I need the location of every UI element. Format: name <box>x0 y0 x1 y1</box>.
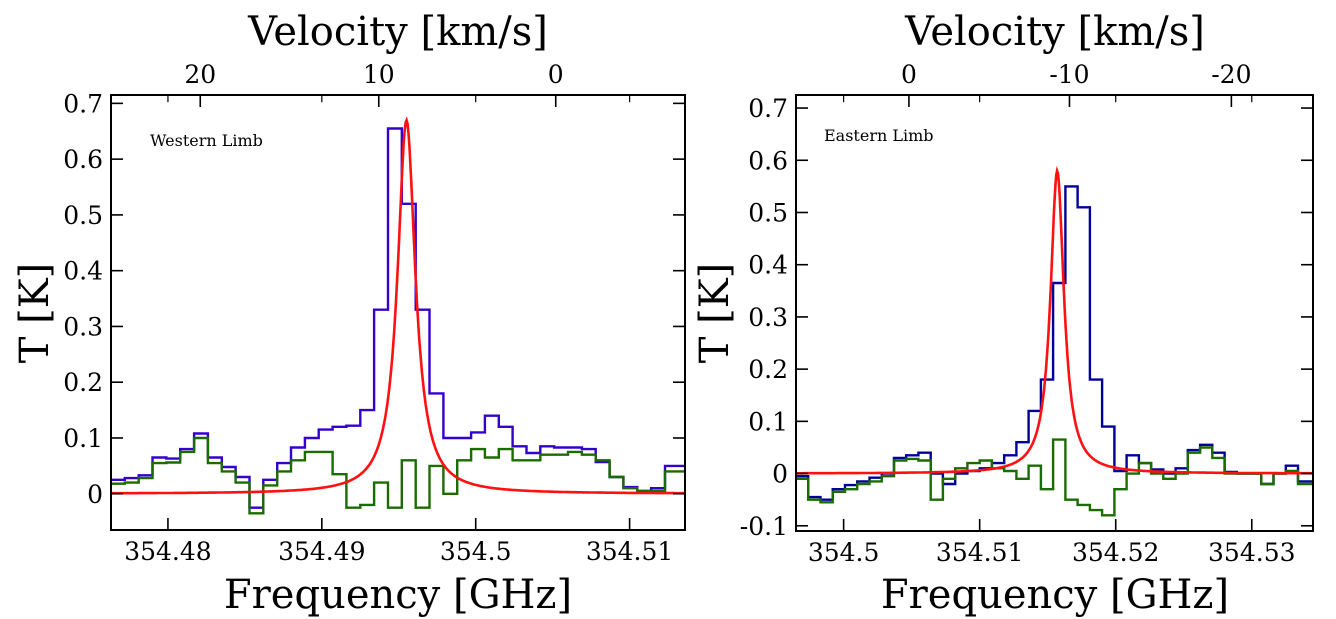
panel-western-limb: 354.48 354.49 354.5 354.51 0 0.1 0.2 0.3 0.4 0.5 0… <box>12 9 686 618</box>
xtick-label-western-3: 354.51 <box>586 537 673 566</box>
top-tick-label-eastern-0: 0 <box>901 60 917 89</box>
ytick-label-western-0: 0 <box>87 480 103 509</box>
ytick-label-eastern-7: 0.6 <box>748 146 788 175</box>
ytick-label-eastern-2: 0.1 <box>748 407 788 436</box>
ytick-label-western-2: 0.2 <box>63 368 103 397</box>
series-group-eastern <box>796 165 1313 517</box>
xtick-label-western-0: 354.48 <box>124 537 211 566</box>
top-tick-label-western-0: 20 <box>184 60 216 89</box>
plot-frame-eastern <box>795 94 1314 532</box>
series-fit-eastern <box>796 165 1313 475</box>
ytick-label-western-7: 0.7 <box>63 89 103 118</box>
top-xlabel-western: Velocity [km/s] <box>247 9 548 55</box>
series-fit-western <box>111 116 685 495</box>
xtick-label-eastern-3: 354.53 <box>1208 538 1295 567</box>
ytick-label-eastern-0: -0.1 <box>740 512 788 541</box>
xtick-label-western-1: 354.49 <box>278 537 365 566</box>
xlabel-eastern: Frequency [GHz] <box>881 572 1229 618</box>
ytick-label-eastern-5: 0.4 <box>748 251 788 280</box>
panel-eastern-limb: 354.5 354.51 354.52 354.53 -0.1 0 0.1 0.2 0.3 0.4… <box>692 9 1314 618</box>
ytick-label-western-6: 0.6 <box>63 145 103 174</box>
top-tick-label-eastern-2: -20 <box>1211 60 1251 89</box>
ytick-label-eastern-6: 0.5 <box>748 198 788 227</box>
annotation-eastern: Eastern Limb <box>824 126 934 145</box>
xtick-label-western-2: 354.5 <box>440 537 512 566</box>
xtick-label-eastern-1: 354.51 <box>936 538 1023 567</box>
series-step-western-1 <box>111 436 685 515</box>
series-group-western <box>111 116 685 515</box>
top-tick-label-eastern-1: -10 <box>1049 60 1089 89</box>
ytick-label-western-5: 0.5 <box>63 201 103 230</box>
plot-area-eastern: 354.5 354.51 354.52 354.53 -0.1 0 0.1 0.2 0.3 0.4… <box>740 60 1314 567</box>
ytick-label-eastern-8: 0.7 <box>748 94 788 123</box>
ytick-label-eastern-1: 0 <box>772 460 788 489</box>
annotation-western: Western Limb <box>150 131 263 150</box>
ytick-label-western-1: 0.1 <box>63 424 103 453</box>
top-xlabel-eastern: Velocity [km/s] <box>904 9 1205 55</box>
ytick-label-western-4: 0.4 <box>63 257 103 286</box>
ylabel-eastern: T [K] <box>692 263 738 364</box>
series-step-eastern-1 <box>796 438 1313 517</box>
ytick-label-eastern-3: 0.2 <box>748 355 788 384</box>
top-tick-label-western-2: 0 <box>548 60 564 89</box>
series-step-eastern-0 <box>796 185 1313 501</box>
plot-area-western: 354.48 354.49 354.5 354.51 0 0.1 0.2 0.3 0.4 0.5 0… <box>63 60 686 566</box>
ytick-label-eastern-4: 0.3 <box>748 303 788 332</box>
top-tick-label-western-1: 10 <box>363 60 395 89</box>
ylabel-western: T [K] <box>12 263 58 364</box>
xlabel-western: Frequency [GHz] <box>224 572 572 618</box>
plot-frame-western <box>110 94 686 531</box>
ytick-label-western-3: 0.3 <box>63 312 103 341</box>
xtick-label-eastern-0: 354.5 <box>808 538 880 567</box>
xtick-label-eastern-2: 354.52 <box>1072 538 1159 567</box>
